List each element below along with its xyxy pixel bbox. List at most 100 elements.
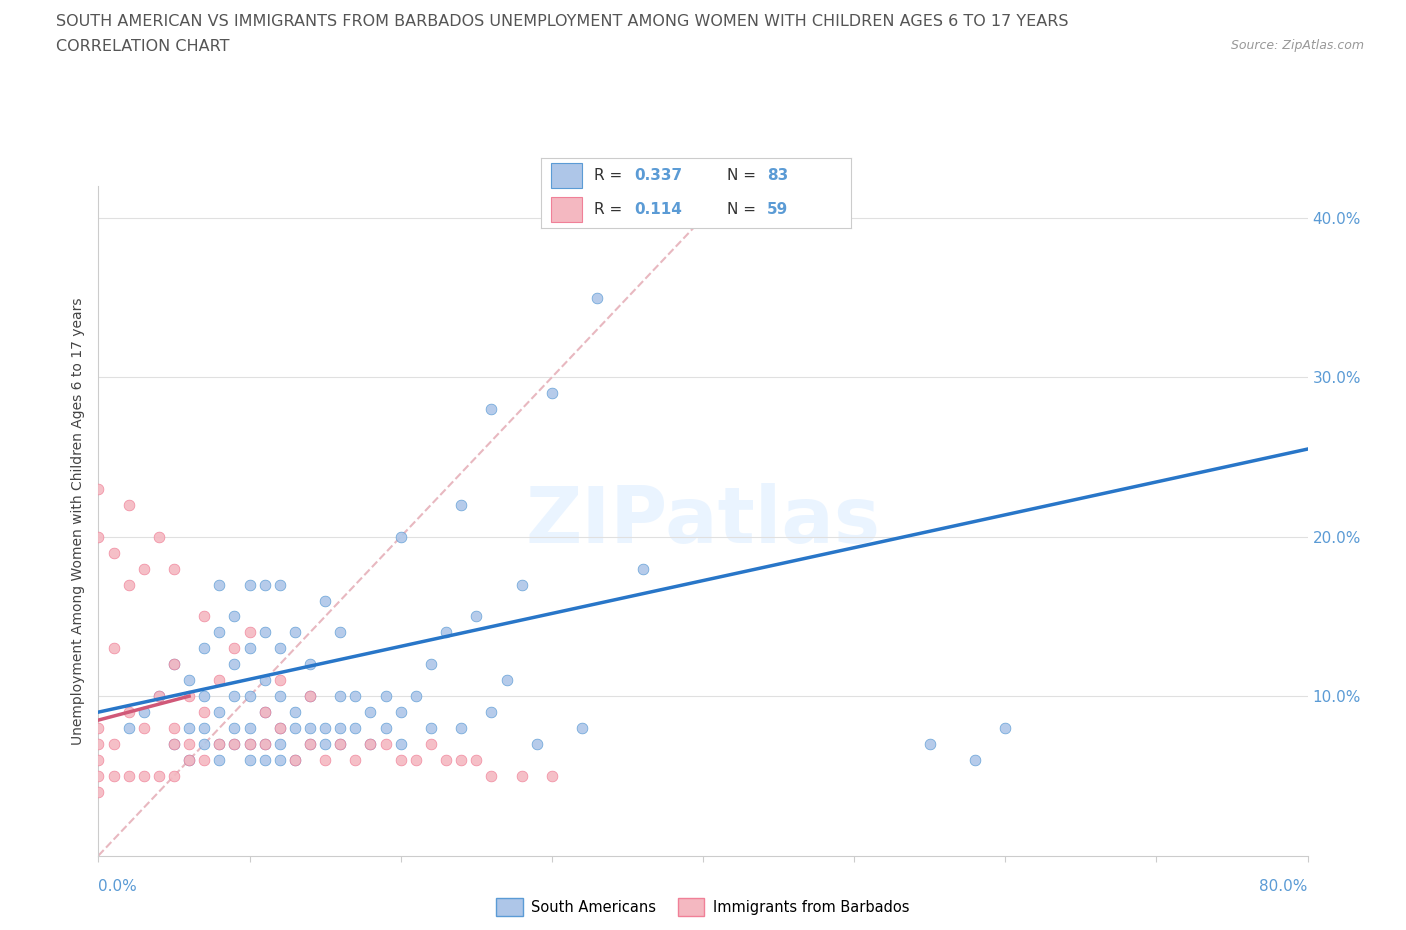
Point	[163, 768, 186, 783]
Point	[450, 721, 472, 736]
Point	[208, 737, 231, 751]
Point	[389, 705, 412, 720]
Point	[239, 689, 262, 704]
Point	[163, 737, 186, 751]
Legend: South Americans, Immigrants from Barbados: South Americans, Immigrants from Barbado…	[491, 893, 915, 922]
Text: 0.0%: 0.0%	[98, 879, 138, 894]
Point	[253, 578, 276, 592]
Point	[465, 609, 488, 624]
Point	[314, 737, 336, 751]
Point	[965, 752, 987, 767]
Bar	[551, 163, 582, 188]
Point	[148, 689, 170, 704]
Point	[299, 721, 322, 736]
Point	[177, 752, 201, 767]
Point	[163, 737, 186, 751]
Point	[118, 705, 141, 720]
Point	[193, 737, 215, 751]
Point	[299, 689, 322, 704]
Point	[177, 737, 201, 751]
Point	[132, 768, 155, 783]
Point	[193, 641, 215, 656]
Point	[314, 593, 336, 608]
Point	[253, 752, 276, 767]
Point	[419, 737, 441, 751]
Point	[465, 752, 488, 767]
Point	[193, 721, 215, 736]
Point	[374, 721, 396, 736]
Point	[148, 689, 170, 704]
Point	[193, 752, 215, 767]
Point	[239, 752, 262, 767]
Point	[224, 737, 246, 751]
Point	[224, 641, 246, 656]
Text: ZIPatlas: ZIPatlas	[526, 483, 880, 559]
Point	[118, 721, 141, 736]
Point	[540, 768, 562, 783]
Text: 0.337: 0.337	[634, 168, 682, 183]
Point	[208, 672, 231, 687]
Point	[374, 689, 396, 704]
Text: R =: R =	[593, 168, 627, 183]
Point	[571, 721, 593, 736]
Point	[103, 768, 125, 783]
Point	[224, 657, 246, 671]
Point	[329, 625, 352, 640]
Point	[405, 752, 427, 767]
Point	[526, 737, 548, 751]
Point	[224, 609, 246, 624]
Point	[208, 578, 231, 592]
Text: 80.0%: 80.0%	[1260, 879, 1308, 894]
Point	[314, 752, 336, 767]
Point	[224, 737, 246, 751]
Point	[450, 752, 472, 767]
Point	[87, 529, 110, 544]
Point	[208, 737, 231, 751]
Point	[239, 737, 262, 751]
Point	[163, 657, 186, 671]
Point	[540, 386, 562, 401]
Point	[329, 721, 352, 736]
Point	[132, 705, 155, 720]
Point	[994, 721, 1017, 736]
Point	[148, 768, 170, 783]
Point	[434, 625, 457, 640]
Point	[631, 561, 654, 576]
Point	[434, 752, 457, 767]
Point	[329, 689, 352, 704]
Point	[481, 768, 503, 783]
Text: Source: ZipAtlas.com: Source: ZipAtlas.com	[1230, 39, 1364, 52]
Point	[299, 689, 322, 704]
Point	[239, 641, 262, 656]
Point	[163, 561, 186, 576]
Point	[299, 657, 322, 671]
Point	[253, 737, 276, 751]
Point	[284, 721, 307, 736]
Point	[132, 561, 155, 576]
Point	[103, 737, 125, 751]
Point	[253, 705, 276, 720]
Point	[269, 689, 291, 704]
Point	[224, 721, 246, 736]
Point	[344, 752, 367, 767]
Text: CORRELATION CHART: CORRELATION CHART	[56, 39, 229, 54]
Point	[118, 578, 141, 592]
Point	[269, 672, 291, 687]
Point	[118, 498, 141, 512]
Point	[87, 784, 110, 799]
Point	[284, 625, 307, 640]
Point	[118, 768, 141, 783]
Point	[419, 721, 441, 736]
Point	[208, 705, 231, 720]
Point	[419, 657, 441, 671]
Point	[299, 737, 322, 751]
Point	[148, 529, 170, 544]
Point	[239, 578, 262, 592]
Point	[253, 705, 276, 720]
Point	[177, 721, 201, 736]
Point	[586, 290, 609, 305]
Point	[450, 498, 472, 512]
Point	[253, 737, 276, 751]
Point	[87, 768, 110, 783]
Bar	[551, 197, 582, 222]
